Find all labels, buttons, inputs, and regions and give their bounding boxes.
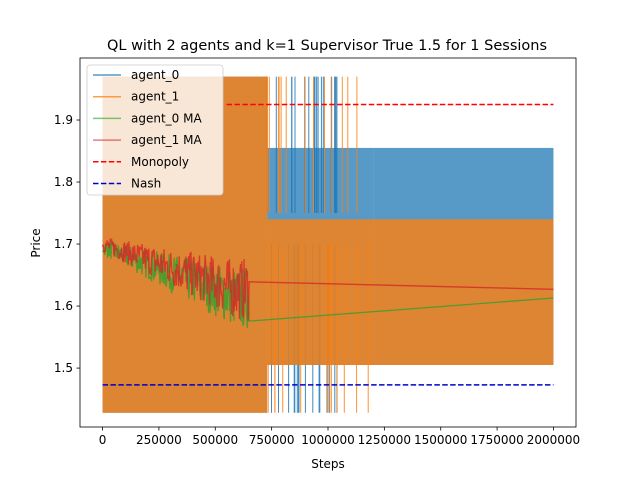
x-tick-label: 1000000 (301, 433, 354, 447)
legend-label: agent_1 MA (131, 133, 202, 147)
legend-label: agent_0 MA (131, 111, 202, 125)
y-tick-label: 1.6 (54, 299, 73, 313)
y-tick-label: 1.9 (54, 113, 73, 127)
x-axis-ticks: 0 250000 500000 750000 1000000 1250000 1500000… (99, 427, 580, 447)
x-tick-label: 1250000 (358, 433, 411, 447)
y-axis-label: Price (29, 228, 43, 257)
x-tick-label: 750000 (249, 433, 295, 447)
series-line (101, 238, 554, 321)
legend-box (86, 64, 224, 196)
series-agent_0-ma (101, 240, 554, 329)
legend-label: agent_1 (131, 90, 179, 104)
legend-label: agent_0 (131, 68, 179, 82)
x-tick-label: 500000 (192, 433, 238, 447)
legend: agent_0 agent_1 agent_0 MA agent_1 MA Monopo… (86, 64, 224, 196)
x-tick-label: 2000000 (527, 433, 580, 447)
legend-label: Monopoly (131, 155, 189, 169)
x-tick-label: 1500000 (414, 433, 467, 447)
x-tick-label: 1750000 (470, 433, 523, 447)
x-tick-label: 250000 (136, 433, 182, 447)
y-tick-label: 1.5 (54, 361, 73, 375)
series-band (267, 219, 554, 365)
y-tick-label: 1.8 (54, 175, 73, 189)
legend-label: Nash (131, 177, 161, 191)
y-tick-label: 1.7 (54, 237, 73, 251)
series-spikes (266, 76, 369, 413)
y-axis-ticks: 1.5 1.6 1.7 1.8 1.9 (54, 113, 80, 375)
chart-title: QL with 2 agents and k=1 Supervisor True… (107, 38, 547, 54)
series-line (101, 240, 554, 329)
series-agent_1-ma (101, 238, 554, 321)
x-tick-label: 0 (99, 433, 107, 447)
x-axis-label: Steps (311, 457, 345, 471)
